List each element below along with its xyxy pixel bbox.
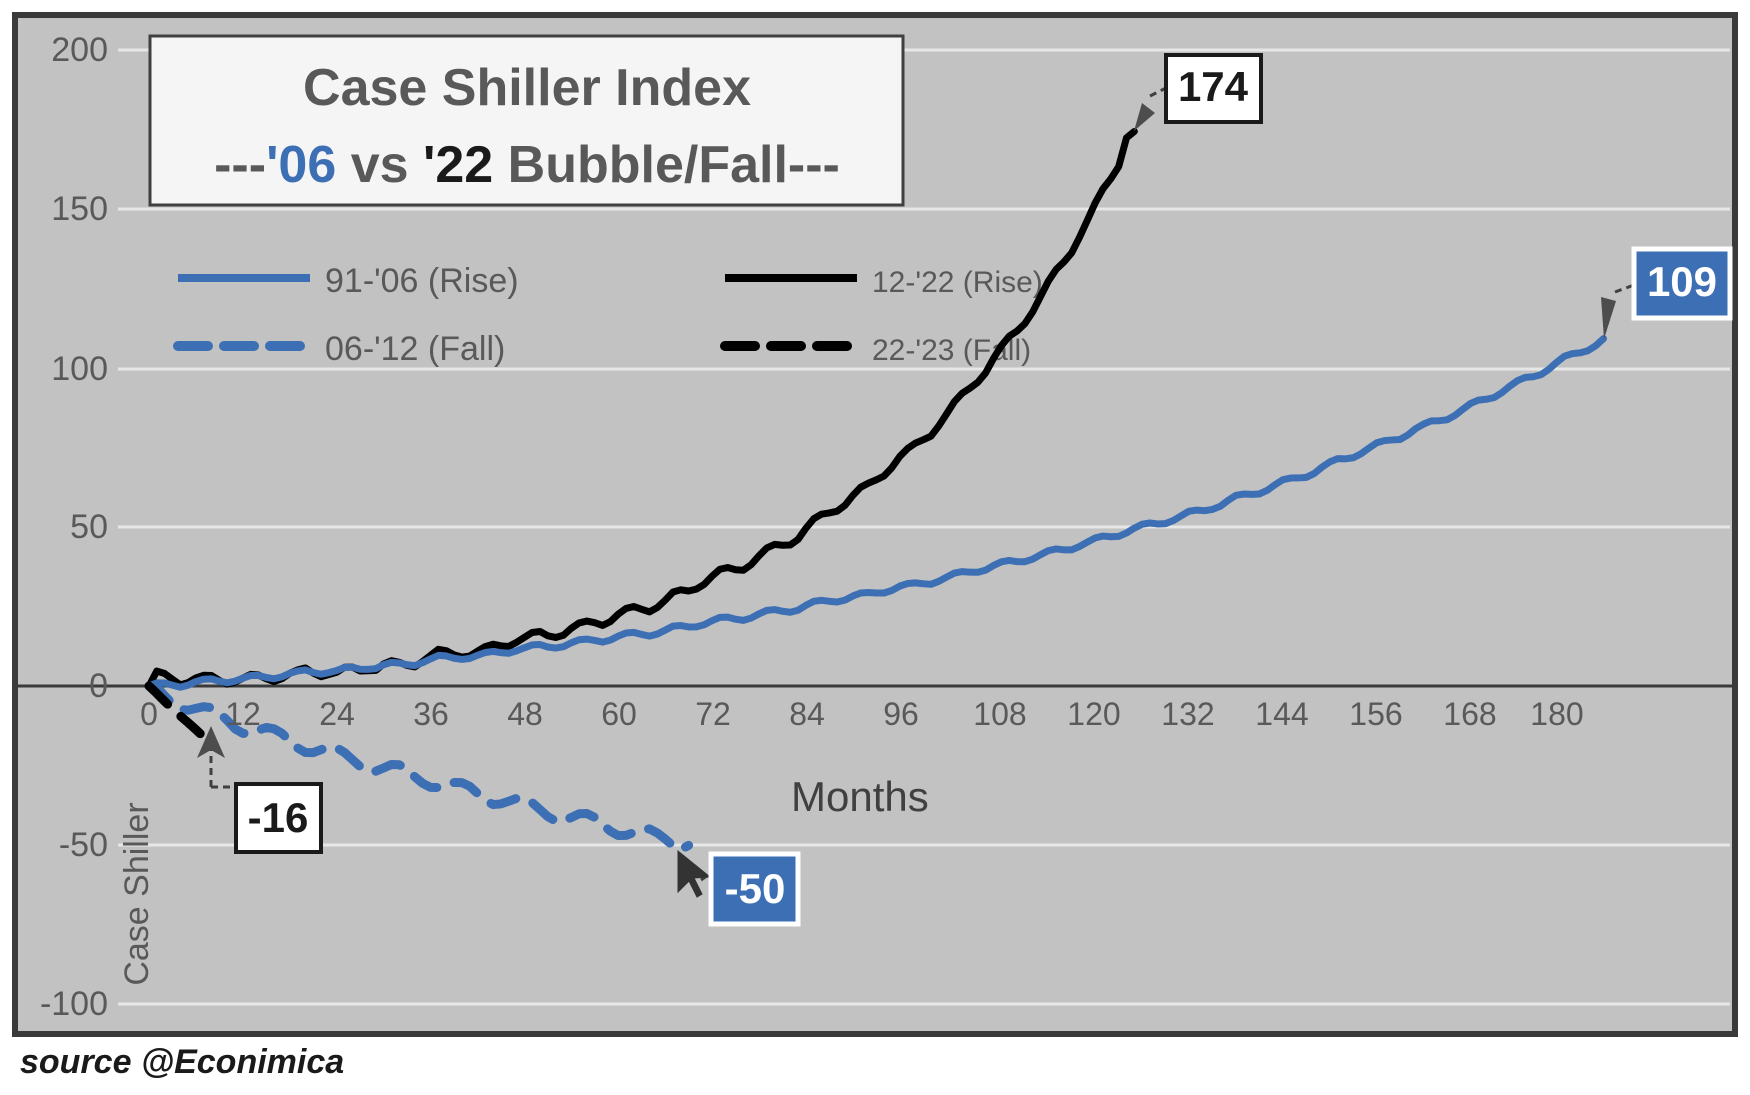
svg-text:-100: -100	[40, 985, 108, 1023]
svg-text:109: 109	[1647, 258, 1717, 305]
svg-text:180: 180	[1530, 696, 1583, 732]
svg-text:150: 150	[51, 190, 108, 228]
svg-text:168: 168	[1443, 696, 1496, 732]
svg-text:Case Shiller Index: Case Shiller Index	[303, 59, 751, 117]
svg-text:96: 96	[883, 696, 919, 732]
svg-text:---'06 vs '22 Bubble/Fall---: ---'06 vs '22 Bubble/Fall---	[214, 136, 840, 194]
svg-text:200: 200	[51, 31, 108, 69]
svg-text:06-'12 (Fall): 06-'12 (Fall)	[325, 330, 505, 368]
svg-text:91-'06 (Rise): 91-'06 (Rise)	[325, 262, 519, 300]
svg-text:0: 0	[89, 667, 108, 705]
svg-text:174: 174	[1178, 63, 1249, 110]
svg-text:12: 12	[225, 696, 261, 732]
svg-text:-50: -50	[59, 826, 108, 864]
svg-text:12-'22 (Rise): 12-'22 (Rise)	[872, 266, 1043, 299]
svg-text:Case Shiller: Case Shiller	[118, 802, 156, 985]
svg-text:36: 36	[413, 696, 449, 732]
svg-text:108: 108	[973, 696, 1026, 732]
svg-text:84: 84	[789, 696, 825, 732]
svg-text:60: 60	[601, 696, 637, 732]
svg-text:Months: Months	[791, 773, 929, 820]
svg-text:-50: -50	[725, 865, 786, 912]
svg-text:132: 132	[1161, 696, 1214, 732]
svg-text:24: 24	[319, 696, 355, 732]
svg-text:100: 100	[51, 350, 108, 388]
svg-text:50: 50	[70, 508, 108, 546]
svg-text:120: 120	[1067, 696, 1120, 732]
svg-text:-16: -16	[248, 794, 309, 841]
svg-text:72: 72	[695, 696, 731, 732]
svg-text:48: 48	[507, 696, 543, 732]
svg-text:144: 144	[1255, 696, 1308, 732]
svg-text:156: 156	[1349, 696, 1402, 732]
svg-text:0: 0	[140, 696, 158, 732]
